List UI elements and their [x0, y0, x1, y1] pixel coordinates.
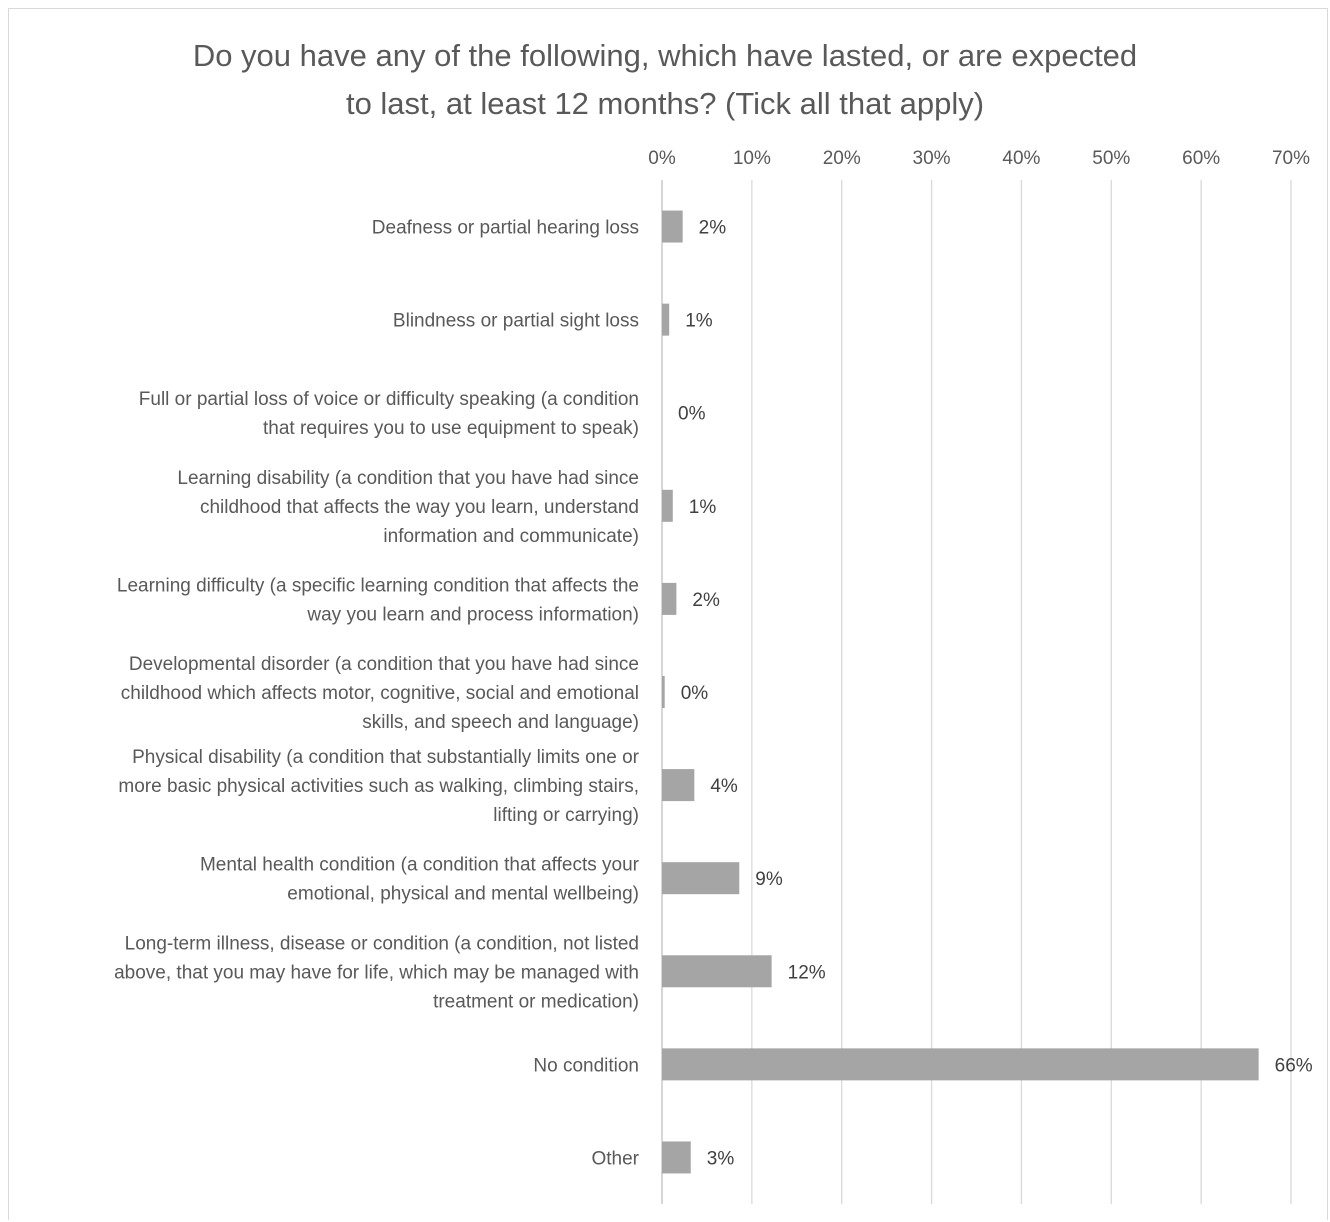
bar [662, 862, 740, 895]
bar [662, 582, 677, 615]
category-label: Mental health condition (a condition tha… [200, 855, 640, 905]
chart-title-line-2: to last, at least 12 months? (Tick all t… [345, 86, 985, 121]
bar [662, 676, 665, 708]
category-label: No condition [533, 1055, 639, 1076]
data-label: 2% [699, 218, 727, 239]
category-label: Long-term illness, disease or condition … [114, 933, 639, 1012]
gridlines [661, 180, 1292, 1204]
x-tick-label: 10% [733, 148, 771, 169]
x-tick-label: 40% [1002, 148, 1040, 169]
data-label: 9% [755, 869, 783, 890]
bar [662, 955, 772, 988]
category-label: Physical disability (a condition that su… [118, 747, 639, 826]
category-label: Deafness or partial hearing loss [372, 218, 639, 239]
bar [662, 303, 670, 336]
category-label: Blindness or partial sight loss [393, 311, 639, 332]
data-label: 3% [707, 1148, 735, 1169]
category-labels: Deafness or partial hearing loss Blindnes… [114, 218, 640, 1170]
bar [662, 1141, 691, 1174]
x-tick-label: 60% [1182, 148, 1220, 169]
category-label: Developmental disorder (a condition that… [121, 654, 639, 733]
category-label: Full or partial loss of voice or difficu… [139, 389, 639, 439]
x-tick-label: 20% [823, 148, 861, 169]
data-label: 1% [689, 497, 717, 518]
data-label: 1% [685, 311, 713, 332]
chart-title-line-1: Do you have any of the following, which … [192, 38, 1138, 73]
data-label: 0% [681, 683, 709, 704]
data-label: 0% [678, 404, 706, 425]
x-tick-label: 50% [1092, 148, 1130, 169]
data-label: 2% [692, 590, 720, 611]
x-axis-tick-labels: 0% 10% 20% 30% 40% 50% 60% 70% [648, 148, 1310, 169]
data-label: 12% [788, 962, 826, 983]
bar [662, 769, 695, 802]
bar [662, 1048, 1259, 1081]
bars [662, 210, 1259, 1174]
category-label: Learning disability (a condition that yo… [177, 468, 639, 547]
x-tick-label: 70% [1272, 148, 1310, 169]
category-label: Other [591, 1148, 639, 1169]
data-labels: 2% 1% 0% 1% 2% 0% 4% 9% 12% 66% 3% [678, 218, 1313, 1170]
category-label: Learning difficulty (a specific learning… [117, 575, 639, 625]
bar [662, 489, 673, 522]
bar [662, 210, 683, 243]
x-tick-label: 30% [913, 148, 951, 169]
data-label: 66% [1275, 1055, 1313, 1076]
data-label: 4% [710, 776, 738, 797]
x-tick-label: 0% [648, 148, 676, 169]
